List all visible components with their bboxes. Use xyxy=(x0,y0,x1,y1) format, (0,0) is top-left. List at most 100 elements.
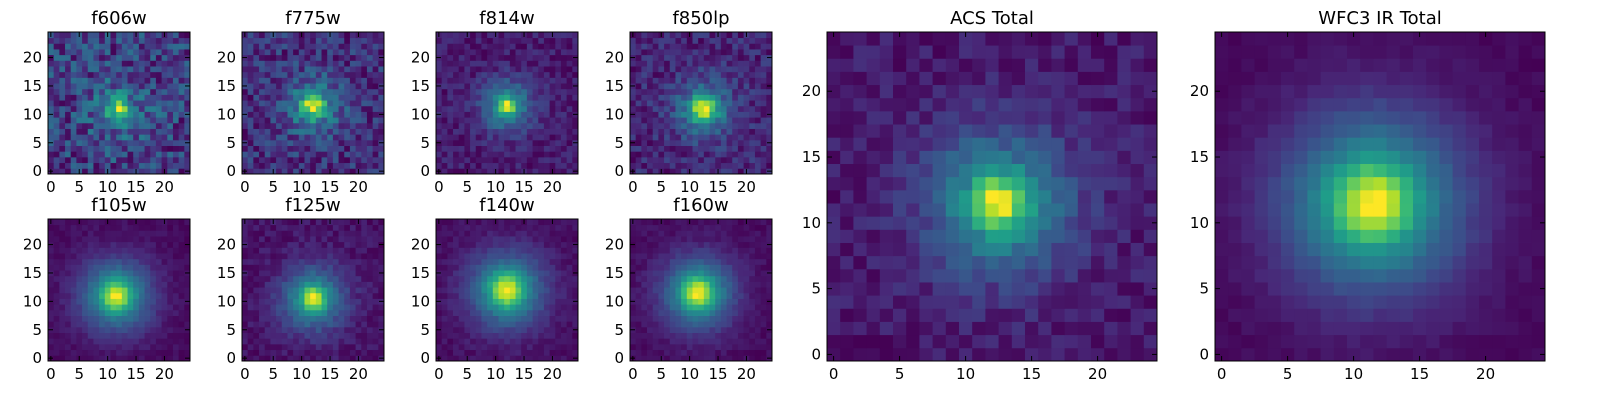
heatmap-cell xyxy=(93,287,100,294)
heatmap-cell xyxy=(566,343,573,351)
heatmap-cell xyxy=(332,315,339,322)
heatmap-cell xyxy=(566,134,573,141)
heatmap-cell xyxy=(259,117,266,124)
heatmap-cell xyxy=(720,88,727,95)
heatmap-cell xyxy=(127,349,134,356)
heatmap-cell xyxy=(436,224,443,231)
heatmap-cell xyxy=(104,88,111,95)
heatmap-cell xyxy=(247,117,254,124)
heatmap-cell xyxy=(155,37,162,44)
heatmap-cell xyxy=(555,105,562,112)
heatmap-cell xyxy=(366,309,374,316)
heatmap-cell xyxy=(298,83,305,90)
heatmap-cell xyxy=(641,145,648,152)
x-tick-label: 15 xyxy=(126,365,145,383)
heatmap-cell xyxy=(487,343,494,351)
heatmap-cell xyxy=(572,134,579,141)
heatmap-cell xyxy=(338,145,345,152)
heatmap-cell xyxy=(521,315,528,322)
heatmap-cell xyxy=(709,66,716,73)
heatmap-cell xyxy=(372,105,379,112)
heatmap-cell xyxy=(720,49,727,56)
heatmap-cell xyxy=(464,343,471,351)
heatmap-cell xyxy=(652,117,659,124)
y-tick-label: 0 xyxy=(420,162,430,180)
heatmap-cell xyxy=(332,258,339,265)
heatmap-cell xyxy=(178,224,185,231)
heatmap-cell xyxy=(366,122,374,129)
heatmap-cell xyxy=(492,105,499,112)
heatmap-cell xyxy=(464,321,471,328)
heatmap-cell xyxy=(458,43,465,50)
heatmap-cell xyxy=(259,156,266,164)
heatmap-cell xyxy=(464,298,471,305)
heatmap-cell xyxy=(436,292,443,299)
heatmap-cell xyxy=(349,139,356,146)
heatmap-cell xyxy=(121,162,128,169)
heatmap-cell xyxy=(703,111,710,118)
heatmap-cell xyxy=(572,145,579,152)
heatmap-cell xyxy=(560,270,568,277)
heatmap-cell xyxy=(681,287,688,294)
heatmap-cell xyxy=(65,134,72,141)
heatmap-cell xyxy=(93,111,100,118)
heatmap-cell xyxy=(515,343,522,351)
heatmap-cell xyxy=(692,100,699,107)
heatmap-cell xyxy=(458,219,465,226)
heatmap-cell xyxy=(498,332,505,339)
heatmap-cell xyxy=(521,37,528,44)
heatmap-cell xyxy=(492,304,499,311)
heatmap-cell xyxy=(349,134,356,141)
heatmap-cell xyxy=(658,83,665,90)
heatmap-cell xyxy=(726,105,733,112)
heatmap-cell xyxy=(720,145,727,152)
heatmap-cell xyxy=(566,66,573,73)
heatmap-cell xyxy=(555,32,562,39)
heatmap-cell xyxy=(338,241,345,248)
heatmap-cell xyxy=(48,349,55,356)
heatmap-cell xyxy=(93,355,100,362)
heatmap-cell xyxy=(458,60,465,67)
heatmap-cell xyxy=(172,349,180,356)
heatmap-cell xyxy=(509,292,516,299)
heatmap-cell xyxy=(372,111,379,118)
heatmap-cell xyxy=(487,37,494,44)
heatmap-cell xyxy=(732,309,739,316)
heatmap-cell xyxy=(133,139,140,146)
heatmap-cell xyxy=(732,94,739,101)
x-tick-label: 0 xyxy=(434,178,444,196)
heatmap-cell xyxy=(475,292,482,299)
heatmap-cell xyxy=(515,151,522,158)
heatmap-cell xyxy=(355,292,362,299)
heatmap-cell xyxy=(669,275,676,282)
heatmap-cell xyxy=(458,224,465,231)
heatmap-cell xyxy=(253,264,260,271)
heatmap-cell xyxy=(327,83,334,90)
heatmap-cell xyxy=(464,230,471,237)
heatmap-cell xyxy=(281,253,288,260)
heatmap-cell xyxy=(372,71,379,78)
heatmap-cell xyxy=(167,309,174,316)
heatmap-cell xyxy=(178,326,185,333)
heatmap-cell xyxy=(464,43,471,50)
heatmap-cell xyxy=(167,60,174,67)
heatmap-cell xyxy=(276,253,283,260)
heatmap-cell xyxy=(538,315,545,322)
heatmap-cell xyxy=(315,281,322,288)
heatmap-cell xyxy=(332,94,339,101)
heatmap-cell xyxy=(310,100,317,107)
heatmap-cell xyxy=(293,139,300,146)
heatmap-cell xyxy=(121,54,128,61)
heatmap-cell xyxy=(692,139,699,146)
heatmap-cell xyxy=(521,241,528,248)
heatmap-cell xyxy=(332,117,339,124)
heatmap-cell xyxy=(155,117,162,124)
heatmap-cell xyxy=(664,270,671,277)
heatmap-cell xyxy=(487,83,494,90)
heatmap-cell xyxy=(270,236,277,243)
heatmap-cell xyxy=(298,326,305,333)
heatmap-cell xyxy=(504,304,511,311)
heatmap-cell xyxy=(498,298,505,305)
heatmap-cell xyxy=(470,139,477,146)
heatmap-cell xyxy=(138,43,145,50)
